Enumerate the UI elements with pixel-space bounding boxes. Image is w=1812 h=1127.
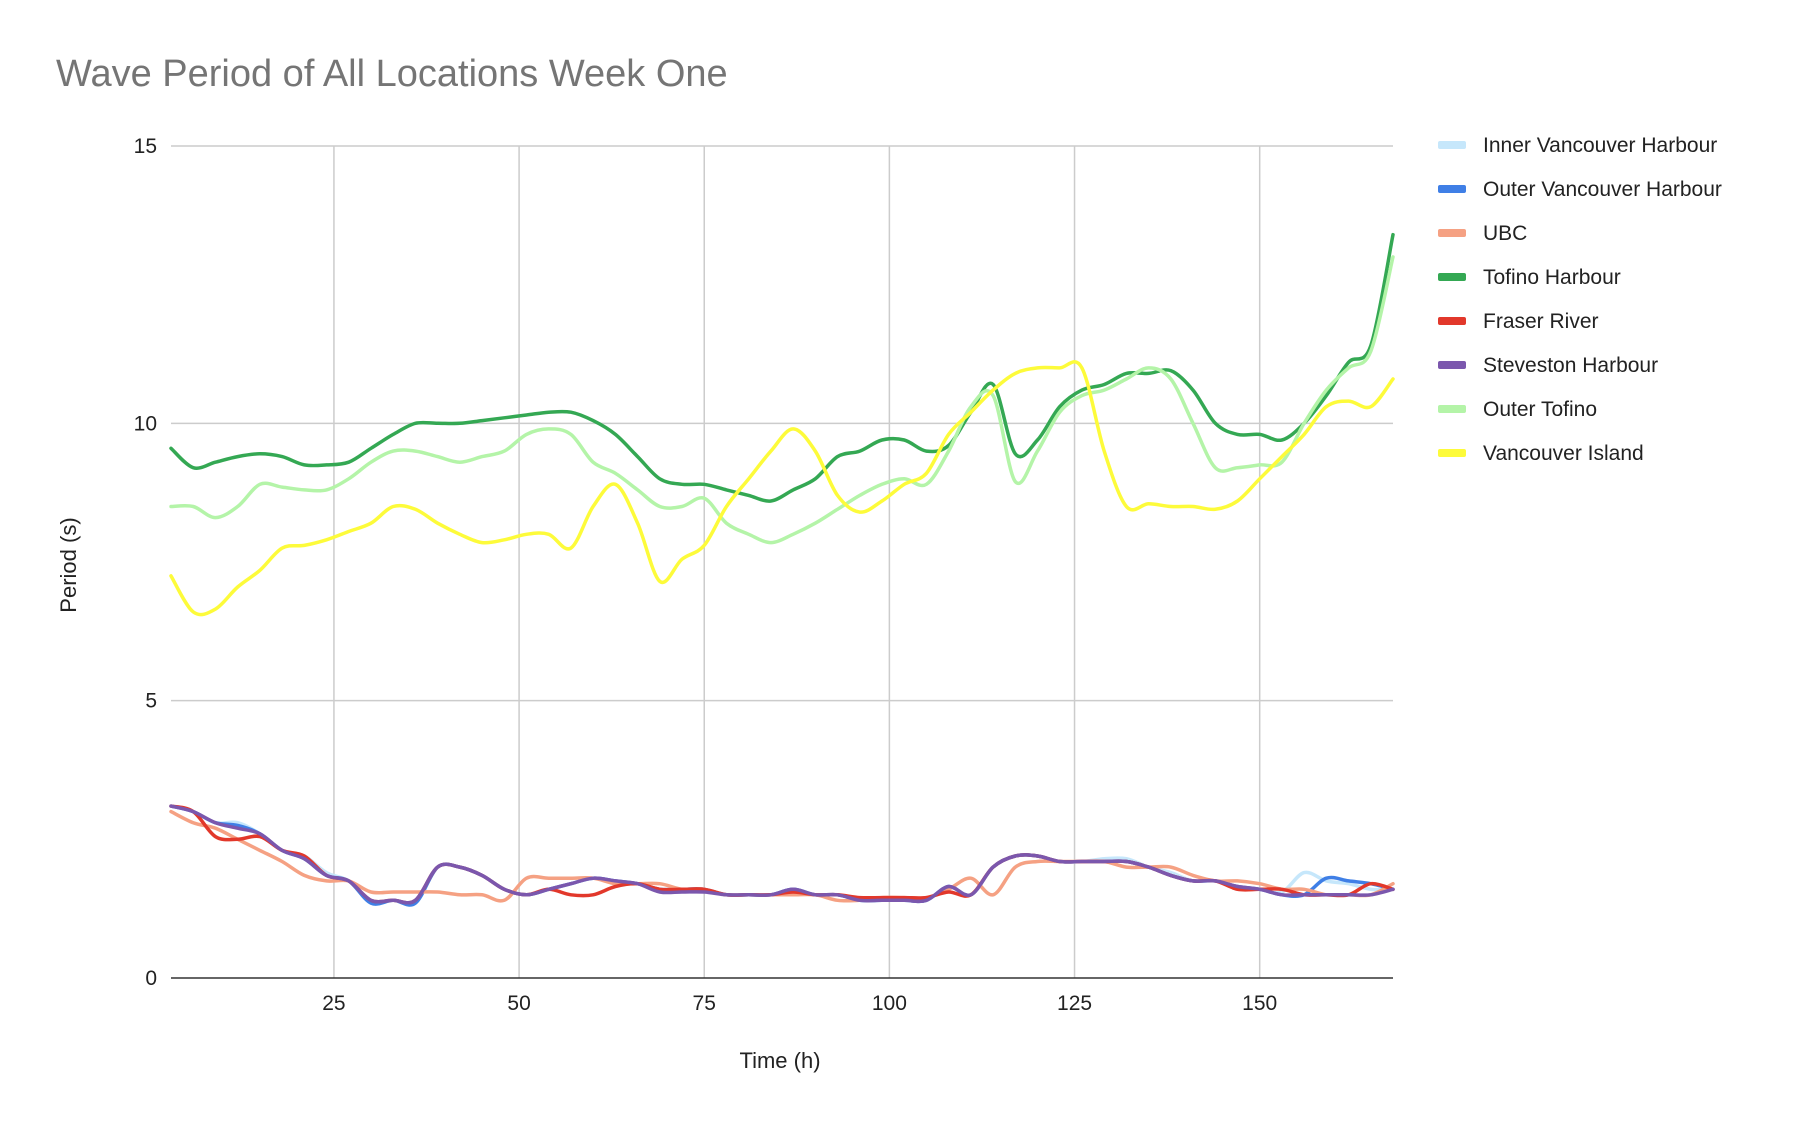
legend-item-steveston-harbour: Steveston Harbour: [1438, 354, 1658, 377]
chart-title: Wave Period of All Locations Week One: [56, 53, 728, 95]
legend-label: Outer Vancouver Harbour: [1483, 178, 1722, 201]
series-line-vancouver-island: [169, 360, 1395, 617]
x-tick-label: 150: [1242, 992, 1277, 1015]
legend-swatch: [1438, 361, 1466, 369]
legend-item-ubc: UBC: [1438, 222, 1527, 245]
y-tick-label: 15: [134, 135, 157, 158]
legend-label: Inner Vancouver Harbour: [1483, 134, 1717, 157]
legend-item-vancouver-island: Vancouver Island: [1438, 442, 1644, 465]
y-tick-label: 0: [145, 967, 157, 990]
legend-swatch: [1438, 449, 1466, 457]
legend-item-tofino-harbour: Tofino Harbour: [1438, 266, 1621, 289]
y-tick-label: 10: [134, 412, 157, 435]
legend-swatch: [1438, 229, 1466, 237]
y-axis-label: Period (s): [56, 517, 81, 612]
legend-swatch: [1438, 141, 1466, 149]
x-tick-label: 25: [322, 992, 345, 1015]
series-lines: [169, 232, 1395, 907]
x-tick-label: 100: [872, 992, 907, 1015]
series-line-steveston-harbour: [169, 804, 1395, 905]
x-tick-label: 50: [507, 992, 530, 1015]
x-tick-label: 75: [693, 992, 716, 1015]
y-tick-label: 5: [145, 690, 157, 713]
legend-label: Tofino Harbour: [1483, 266, 1621, 289]
legend-item-inner-vancouver-harbour: Inner Vancouver Harbour: [1438, 134, 1717, 157]
legend: Inner Vancouver Harbour Outer Vancouver H…: [1438, 134, 1722, 465]
legend-swatch: [1438, 185, 1466, 193]
legend-swatch: [1438, 273, 1466, 281]
legend-label: Outer Tofino: [1483, 398, 1597, 421]
legend-swatch: [1438, 405, 1466, 413]
legend-label: Fraser River: [1483, 310, 1599, 333]
legend-item-outer-vancouver-harbour: Outer Vancouver Harbour: [1438, 178, 1722, 201]
x-tick-label: 125: [1057, 992, 1092, 1015]
series-line-outer-tofino: [169, 255, 1395, 545]
axes: 0 5 10 15 25 50 75 100 125 150: [134, 135, 1393, 1015]
x-axis-label: Time (h): [739, 1048, 820, 1073]
series-line-tofino-harbour: [169, 232, 1395, 503]
legend-label: UBC: [1483, 222, 1527, 245]
legend-item-fraser-river: Fraser River: [1438, 310, 1599, 333]
legend-item-outer-tofino: Outer Tofino: [1438, 398, 1597, 421]
legend-label: Vancouver Island: [1483, 442, 1644, 465]
legend-label: Steveston Harbour: [1483, 354, 1658, 377]
legend-swatch: [1438, 317, 1466, 325]
grid: [171, 145, 1393, 978]
